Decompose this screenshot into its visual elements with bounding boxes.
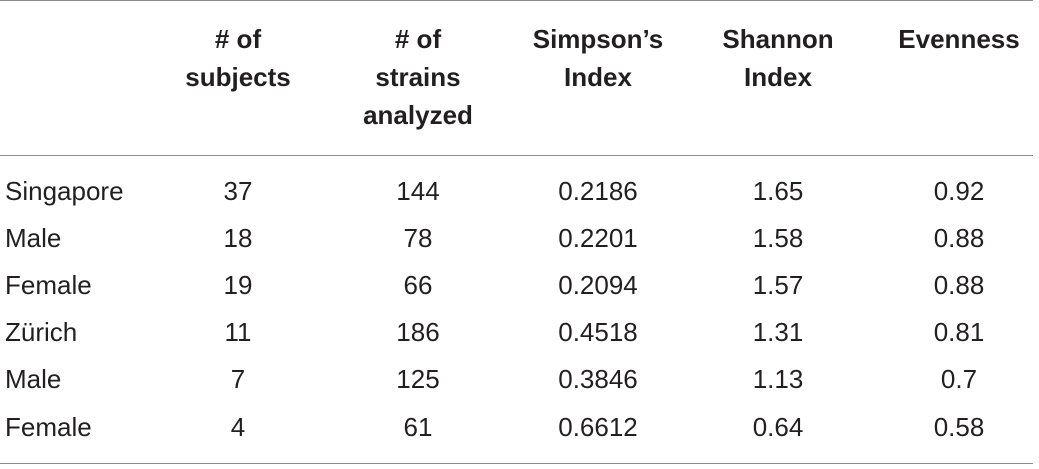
header-evenness: Evenness (898, 24, 1020, 54)
header-subjects: # of subjects (185, 24, 291, 92)
header-shannon-index: Shannon Index (722, 24, 834, 92)
table-row: Male 7 125 0.3846 1.13 0.7 (0, 356, 1033, 402)
cell-evenness: 0.81 (933, 317, 985, 347)
cell-strains: 78 (403, 223, 433, 253)
cell-shannon: 1.65 (752, 176, 804, 206)
cell-shannon: 1.58 (752, 223, 804, 253)
row-label: Male (5, 223, 62, 253)
table-row: Female 4 61 0.6612 0.64 0.58 (0, 404, 1033, 450)
cell-evenness: 0.92 (933, 176, 985, 206)
row-label: Female (5, 412, 92, 442)
cell-evenness: 0.58 (933, 412, 985, 442)
cell-strains: 186 (396, 317, 440, 347)
cell-simpson: 0.6612 (558, 412, 638, 442)
cell-strains: 66 (403, 270, 433, 300)
cell-strains: 61 (403, 412, 433, 442)
table-bottom-rule (0, 463, 1033, 464)
cell-shannon: 1.57 (752, 270, 804, 300)
table-row: Zürich 11 186 0.4518 1.31 0.81 (0, 309, 1033, 355)
cell-simpson: 0.3846 (558, 364, 638, 394)
cell-subjects: 18 (223, 223, 253, 253)
cell-evenness: 0.7 (940, 364, 978, 394)
cell-shannon: 1.13 (752, 364, 804, 394)
table-top-rule (0, 0, 1033, 1)
table-row: Singapore 37 144 0.2186 1.65 0.92 (0, 168, 1033, 214)
cell-subjects: 7 (230, 364, 246, 394)
cell-subjects: 19 (223, 270, 253, 300)
cell-simpson: 0.2094 (558, 270, 638, 300)
cell-strains: 144 (396, 176, 440, 206)
table-row: Female 19 66 0.2094 1.57 0.88 (0, 262, 1033, 308)
row-label: Singapore (5, 176, 124, 206)
table-header-rule (0, 155, 1033, 156)
cell-evenness: 0.88 (933, 223, 985, 253)
header-strains-analyzed: # of strains analyzed (363, 24, 473, 130)
cell-subjects: 4 (230, 412, 246, 442)
cell-simpson: 0.2186 (558, 176, 638, 206)
cell-subjects: 37 (223, 176, 253, 206)
table-row: Male 18 78 0.2201 1.58 0.88 (0, 215, 1033, 261)
header-simpsons-index: Simpson’s Index (532, 24, 664, 92)
row-label: Female (5, 270, 92, 300)
cell-simpson: 0.4518 (558, 317, 638, 347)
cell-strains: 125 (396, 364, 440, 394)
row-label: Male (5, 364, 62, 394)
cell-shannon: 0.64 (752, 412, 804, 442)
cell-subjects: 11 (224, 317, 252, 347)
cell-simpson: 0.2201 (558, 223, 638, 253)
row-label: Zürich (5, 317, 78, 347)
cell-shannon: 1.31 (752, 317, 804, 347)
cell-evenness: 0.88 (933, 270, 985, 300)
